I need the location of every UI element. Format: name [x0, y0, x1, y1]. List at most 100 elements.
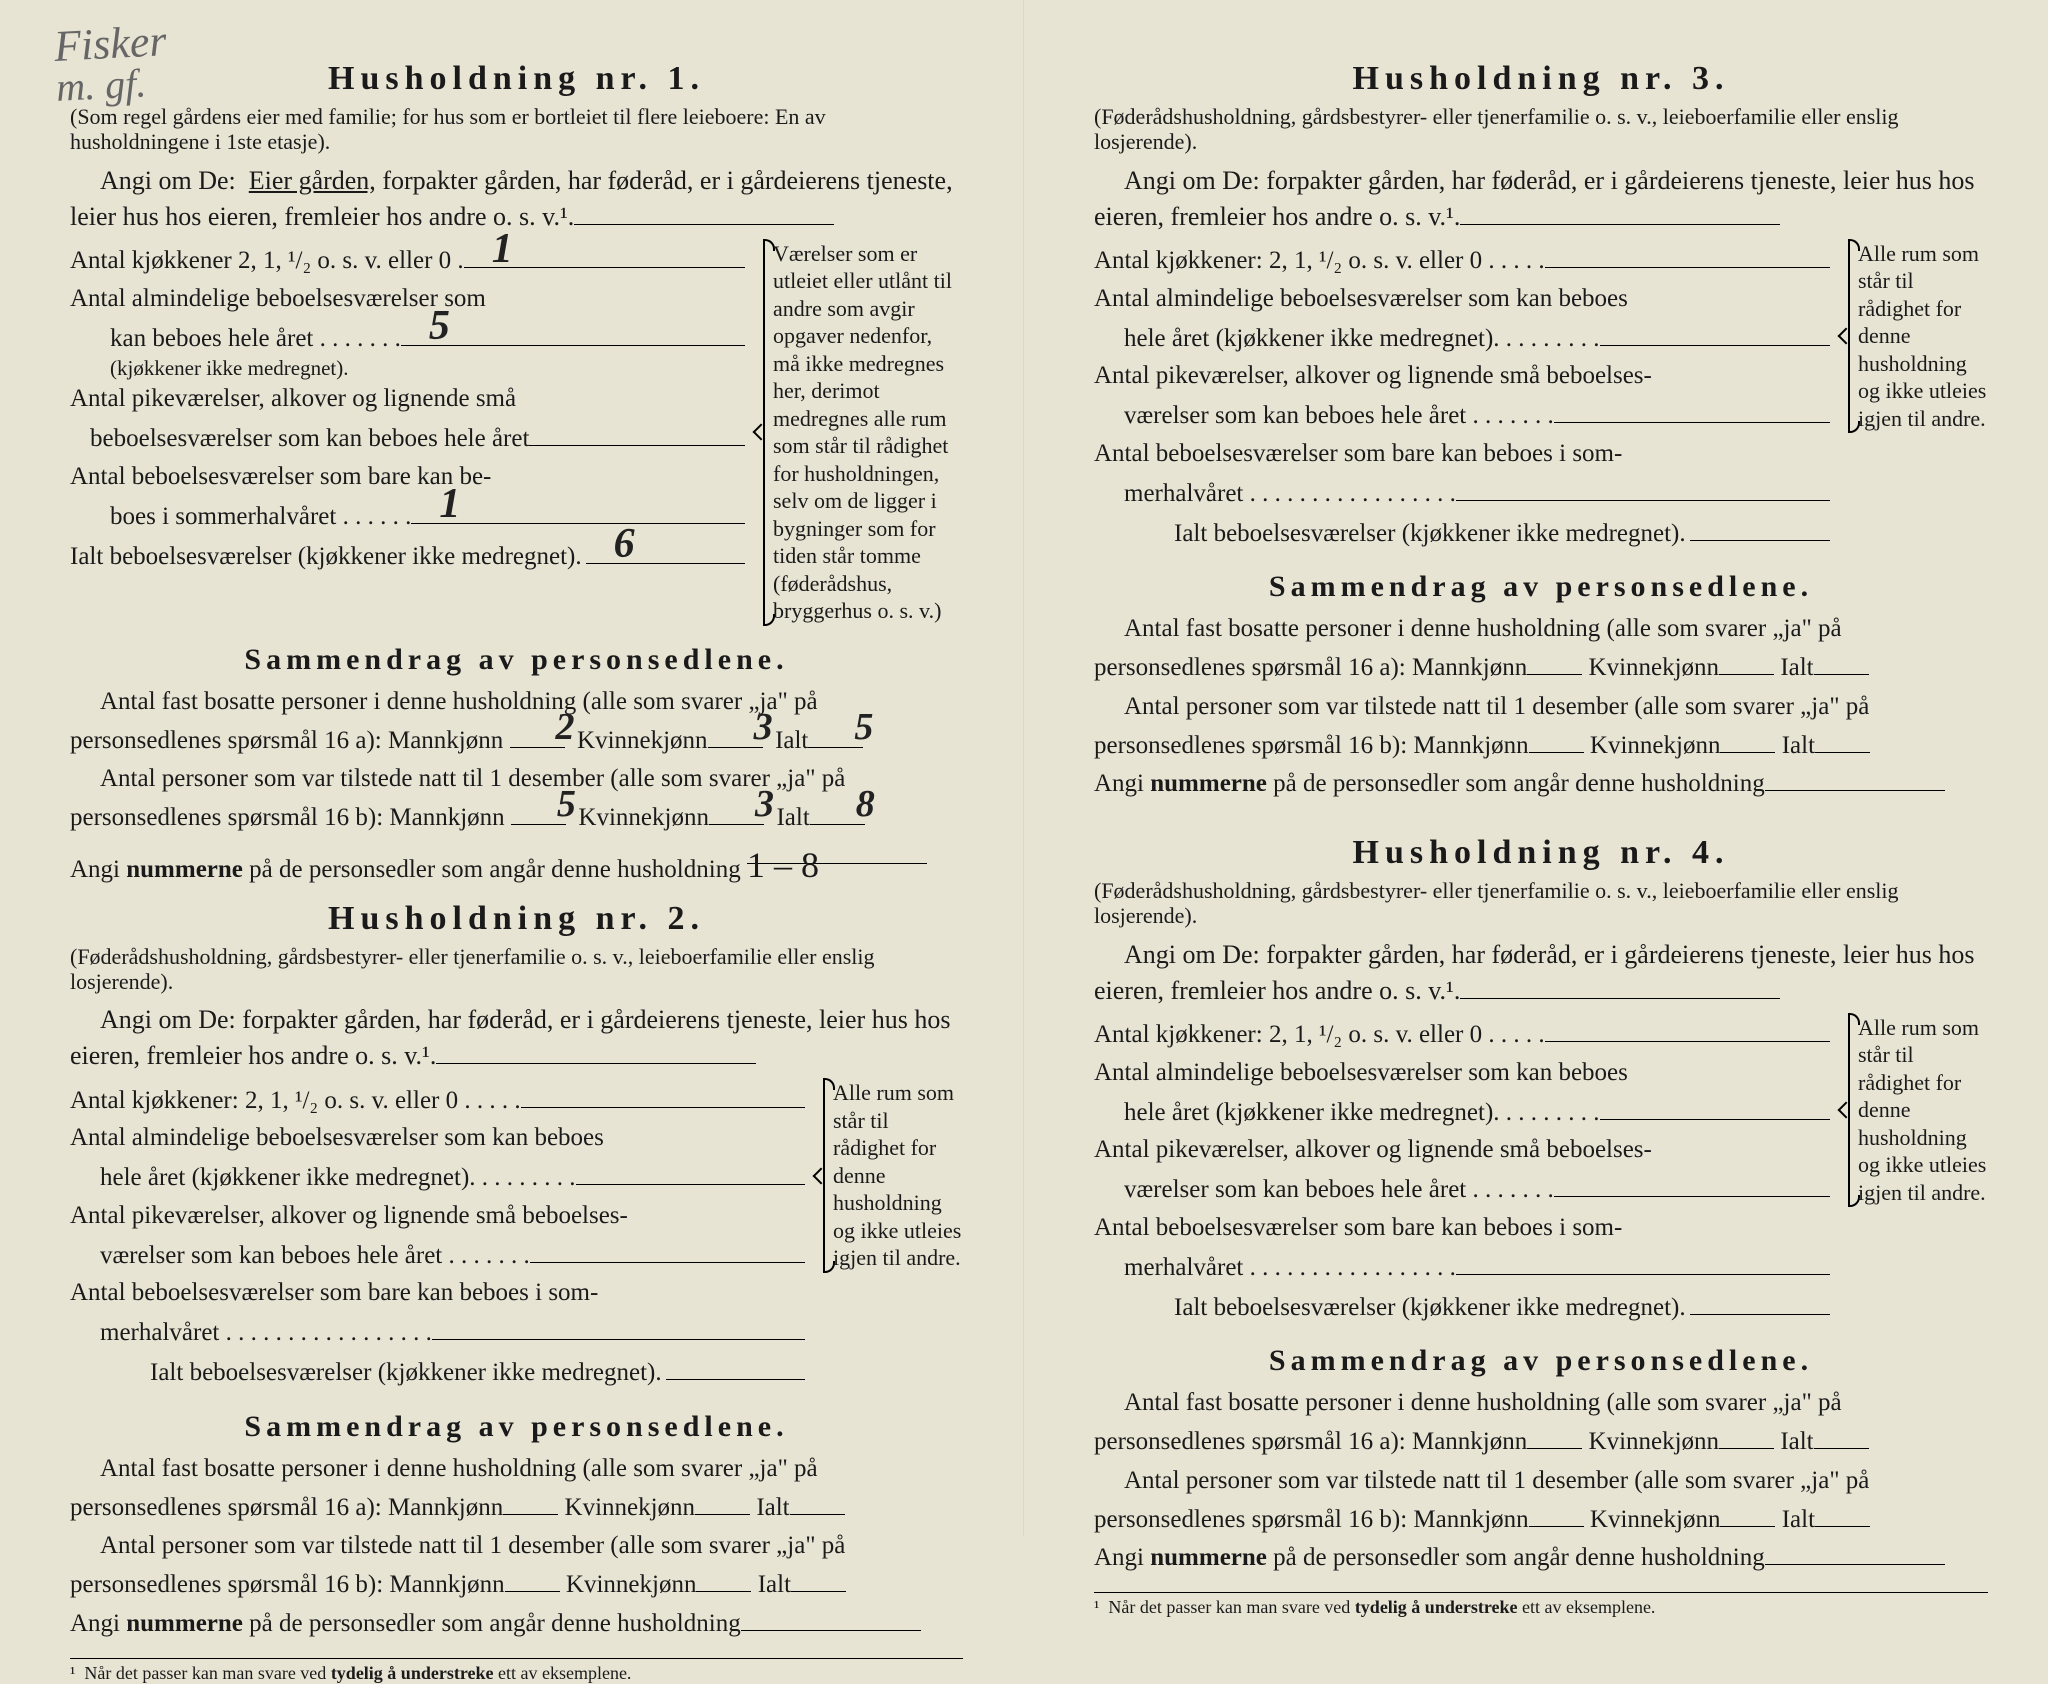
h1-f2a: Antal almindelige beboelsesværelser som [70, 280, 745, 318]
h4-total-label: Ialt beboelsesværelser (kjøkkener ikke m… [1174, 1289, 1686, 1327]
h3-f4b-label: merhalvåret . . . . . . . . . . . . . . … [1124, 475, 1456, 513]
h1-f1: Antal kjøkkener 2, 1, ¹/₂ o. s. v. eller… [70, 240, 745, 280]
h2-fields-block: Antal kjøkkener: 2, 1, ¹/₂ o. s. v. elle… [70, 1079, 963, 1392]
h4-f2a: Antal almindelige beboelsesværelser som … [1094, 1054, 1830, 1092]
ia-label: Ialt [750, 1494, 790, 1521]
h2-side-note: Alle rum som står til rådighet for denne… [817, 1079, 963, 1272]
h3-f4a: Antal beboelsesværelser som bare kan beb… [1094, 435, 1830, 473]
h1-f2-val: 5 [429, 295, 450, 358]
h3-title: Husholdning nr. 3. [1094, 60, 1988, 98]
h3-sum3: Angi nummerne på de personsedler som ang… [1094, 765, 1988, 804]
h3-f2b-label: hele året (kjøkkener ikke medregnet). . … [1124, 320, 1600, 358]
h2-f3b: værelser som kan beboes hele året . . . … [70, 1234, 805, 1274]
h1-m2: 5 [527, 775, 576, 834]
h2-f4a: Antal beboelsesværelser som bare kan beb… [70, 1274, 805, 1312]
h2-f1: Antal kjøkkener: 2, 1, ¹/₂ o. s. v. elle… [70, 1079, 805, 1119]
h2-f3a: Antal pikeværelser, alkover og lignende … [70, 1197, 805, 1235]
h2-f4b-label: merhalvåret . . . . . . . . . . . . . . … [100, 1314, 432, 1352]
h4-f2b-label: hele året (kjøkkener ikke medregnet). . … [1124, 1094, 1600, 1132]
h3-sum2: Antal personer som var tilstede natt til… [1094, 688, 1988, 766]
h2-f2b-label: hele året (kjøkkener ikke medregnet). . … [100, 1159, 576, 1197]
h2-f2b: hele året (kjøkkener ikke medregnet). . … [70, 1157, 805, 1197]
h4-f4b: merhalvåret . . . . . . . . . . . . . . … [1094, 1246, 1830, 1286]
kv-label: Kvinnekjønn [1582, 654, 1719, 681]
h4-f3b-label: værelser som kan beboes hele året . . . … [1124, 1171, 1554, 1209]
h1-f1-label: Antal kjøkkener 2, 1, ¹/₂ o. s. v. eller… [70, 242, 464, 280]
kv-label: Kvinnekjønn [1584, 732, 1721, 759]
h4-f3b: værelser som kan beboes hele året . . . … [1094, 1169, 1830, 1209]
h1-f3a-label: Antal pikeværelser, alkover og lignende … [70, 380, 516, 418]
h3-f3a-label: Antal pikeværelser, alkover og lignende … [1094, 357, 1652, 395]
h1-f1-val: 1 [492, 218, 513, 281]
h1-fields-block: Antal kjøkkener 2, 1, ¹/₂ o. s. v. eller… [70, 240, 963, 625]
ia-label: Ialt [1775, 732, 1815, 759]
h3-f3b-label: værelser som kan beboes hele året . . . … [1124, 397, 1554, 435]
h1-sum1-text: Antal fast bosatte personer i denne hush… [70, 688, 818, 754]
h4-fields: Antal kjøkkener: 2, 1, ¹/₂ o. s. v. elle… [1094, 1014, 1830, 1327]
bold-num: nummerne [1150, 770, 1267, 797]
footnote-right: ¹ Når det passer kan man svare ved tydel… [1094, 1592, 1988, 1618]
h1-f2-note: (kjøkkener ikke medregnet). [110, 357, 745, 380]
h2-total: Ialt beboelsesværelser (kjøkkener ikke m… [70, 1352, 805, 1392]
h1-angi: Angi om De: Eier gården, forpakter gårde… [70, 163, 963, 234]
h4-side-note: Alle rum som står til rådighet for denne… [1842, 1014, 1988, 1207]
h1-sum3: Angi nummerne på de personsedler som ang… [70, 838, 963, 890]
h4-note: (Føderådshusholdning, gårdsbestyrer- ell… [1094, 878, 1988, 929]
h1-side-note: Værelser som er utleiet eller utlånt til… [757, 240, 963, 625]
h2-f4a-label: Antal beboelsesværelser som bare kan beb… [70, 1274, 598, 1312]
h3-sum1: Antal fast bosatte personer i denne hush… [1094, 610, 1988, 688]
kv-label: Kvinnekjønn [1582, 1428, 1719, 1455]
ia-label: Ialt [1774, 654, 1814, 681]
bold-tyd: tydelig å understreke [1355, 1597, 1518, 1617]
h2-sum1: Antal fast bosatte personer i denne hush… [70, 1450, 963, 1528]
ia-label: Ialt [751, 1571, 791, 1598]
page-left: Fisker m. gf. Husholdning nr. 1. (Som re… [0, 0, 1024, 1536]
h3-f1: Antal kjøkkener: 2, 1, ¹/₂ o. s. v. elle… [1094, 240, 1830, 280]
handwritten-annotation: Fisker m. gf. [53, 15, 170, 111]
brace-icon [815, 1079, 833, 1272]
page-right: Husholdning nr. 3. (Føderådshusholdning,… [1024, 0, 2048, 1536]
h4-f2b: hele året (kjøkkener ikke medregnet). . … [1094, 1091, 1830, 1131]
h3-note: (Føderådshusholdning, gårdsbestyrer- ell… [1094, 104, 1988, 155]
h1-f4a-label: Antal beboelsesværelser som bare kan be- [70, 458, 491, 496]
bold-tyd: tydelig å understreke [331, 1663, 494, 1683]
h4-fields-block: Antal kjøkkener: 2, 1, ¹/₂ o. s. v. elle… [1094, 1014, 1988, 1327]
h4-angi: Angi om De: forpakter gården, har føderå… [1094, 937, 1988, 1008]
h4-total: Ialt beboelsesværelser (kjøkkener ikke m… [1094, 1286, 1830, 1326]
h3-side-text: Alle rum som står til rådighet for denne… [1858, 241, 1986, 431]
h1-i2: 8 [826, 775, 875, 834]
h2-sum-title: Sammendrag av personsedlene. [70, 1410, 963, 1444]
h4-f1: Antal kjøkkener: 2, 1, ¹/₂ o. s. v. elle… [1094, 1014, 1830, 1054]
h4-sum-title: Sammendrag av personsedlene. [1094, 1344, 1988, 1378]
h2-f3a-label: Antal pikeværelser, alkover og lignende … [70, 1197, 628, 1235]
h1-total-val: 6 [614, 513, 635, 576]
h3-f1-label: Antal kjøkkener: 2, 1, ¹/₂ o. s. v. elle… [1094, 242, 1545, 280]
h2-f2a: Antal almindelige beboelsesværelser som … [70, 1119, 805, 1157]
h3-total-label: Ialt beboelsesværelser (kjøkkener ikke m… [1174, 515, 1686, 553]
h1-m: 2 [526, 698, 575, 757]
h2-total-label: Ialt beboelsesværelser (kjøkkener ikke m… [150, 1354, 662, 1392]
h3-f3b: værelser som kan beboes hele året . . . … [1094, 395, 1830, 435]
h1-f2a-label: Antal almindelige beboelsesværelser som [70, 280, 486, 318]
h3-f3a: Antal pikeværelser, alkover og lignende … [1094, 357, 1830, 395]
h4-sum2: Antal personer som var tilstede natt til… [1094, 1462, 1988, 1540]
h3-f2a-label: Antal almindelige beboelsesværelser som … [1094, 280, 1628, 318]
h1-underlined: Eier gården, [249, 166, 376, 195]
bold-num: nummerne [1150, 1544, 1267, 1571]
h2-f4b: merhalvåret . . . . . . . . . . . . . . … [70, 1312, 805, 1352]
h3-fields-block: Antal kjøkkener: 2, 1, ¹/₂ o. s. v. elle… [1094, 240, 1988, 553]
h1-k: 3 [724, 698, 773, 757]
h2-f2a-label: Antal almindelige beboelsesværelser som … [70, 1119, 604, 1157]
h3-sum-title: Sammendrag av personsedlene. [1094, 570, 1988, 604]
h1-note: (Som regel gårdens eier med familie; for… [70, 104, 963, 155]
h2-title: Husholdning nr. 2. [70, 900, 963, 938]
h1-f4b-label: boes i sommerhalvåret . . . . . . [110, 498, 411, 536]
h3-f4b: merhalvåret . . . . . . . . . . . . . . … [1094, 472, 1830, 512]
kv-label: Kvinnekjønn [1584, 1506, 1721, 1533]
h1-f3b-label: beboelsesværelser som kan beboes hele år… [90, 420, 529, 458]
h1-sum-title: Sammendrag av personsedlene. [70, 643, 963, 677]
h3-f4a-label: Antal beboelsesværelser som bare kan beb… [1094, 435, 1622, 473]
h2-sum3: Angi nummerne på de personsedler som ang… [70, 1605, 963, 1644]
h3-fields: Antal kjøkkener: 2, 1, ¹/₂ o. s. v. elle… [1094, 240, 1830, 553]
h1-k2: 3 [725, 775, 774, 834]
